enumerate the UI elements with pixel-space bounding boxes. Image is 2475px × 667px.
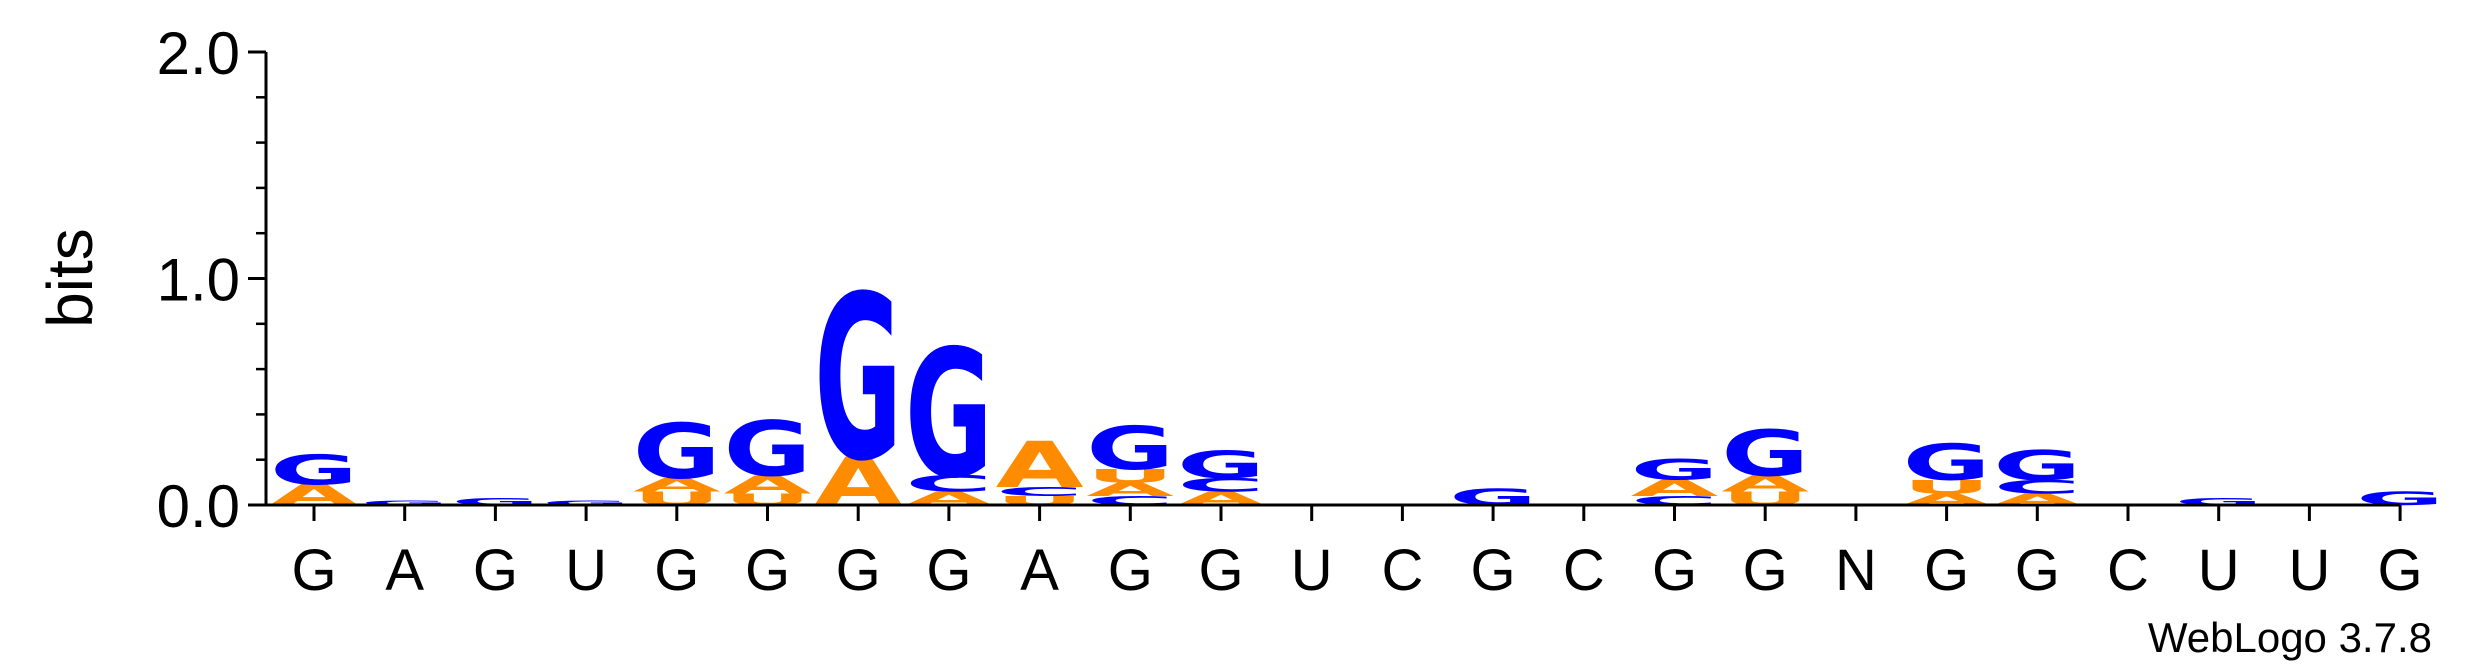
logo-letter-c: C: [1993, 476, 2081, 498]
logo-letter-g: G: [1177, 443, 1265, 487]
logo-letter-a: A: [724, 471, 812, 500]
x-tick-label: A: [385, 538, 424, 603]
x-tick-label: C: [1381, 538, 1423, 603]
logo-letter-g: G: [451, 496, 539, 507]
x-tick-label: U: [2198, 538, 2240, 603]
logo-letter-c: C: [996, 484, 1084, 499]
logo-letter-g: G: [905, 314, 993, 518]
x-tick-label: G: [745, 538, 790, 603]
y-axis: 0.0 1.0 2.0: [157, 20, 268, 540]
logo-letter-g: G: [361, 499, 449, 506]
logo-letter-g: G: [1721, 417, 1809, 491]
logo-letter-u: U: [1903, 476, 1991, 498]
logo-letter-a: A: [1086, 479, 1174, 501]
x-tick-label: G: [291, 538, 336, 603]
x-tick-label: G: [1652, 538, 1697, 603]
x-tick-label: G: [2015, 538, 2060, 603]
x-tick-label: G: [1924, 538, 1969, 603]
logo-letter-u: U: [1086, 465, 1174, 487]
y-tick-label: 1.0: [157, 247, 240, 314]
logo-letter-g: G: [1086, 414, 1174, 484]
x-tick-label: G: [654, 538, 699, 603]
y-tick-label: 0.0: [157, 473, 240, 540]
y-tick-label: 2.0: [157, 20, 240, 87]
logo-letter-c: C: [905, 471, 993, 497]
x-tick-label: A: [1020, 538, 1059, 603]
logo-letter-g: G: [2175, 496, 2263, 507]
x-tick-label: G: [473, 538, 518, 603]
logo-letter-c: C: [1177, 474, 1265, 496]
x-tick-label: C: [1563, 538, 1605, 603]
x-tick-label: G: [1108, 538, 1153, 603]
x-tick-label: C: [2107, 538, 2149, 603]
logo-letter-g: G: [1903, 433, 1991, 492]
logo-letter-g: G: [633, 408, 721, 496]
logo-letter-g: G: [814, 248, 902, 511]
logo-letter-g: G: [270, 447, 358, 494]
x-tick-label: U: [1291, 538, 1333, 603]
x-tick-label: G: [2378, 538, 2423, 603]
logo-letter-a: A: [1721, 471, 1809, 497]
logo-letter-a: A: [996, 429, 1084, 502]
x-tick-label: U: [2288, 538, 2330, 603]
logo-letter-a: A: [633, 474, 721, 496]
x-tick-label: G: [1198, 538, 1243, 603]
logo-letter-g: G: [724, 406, 812, 494]
y-axis-label: bits: [34, 228, 106, 328]
x-tick-label: G: [1743, 538, 1788, 603]
x-tick-label: G: [1471, 538, 1516, 603]
logo-letter-g: G: [542, 499, 630, 506]
x-tick-label: U: [565, 538, 607, 603]
x-tick-label: G: [836, 538, 881, 603]
logo-letter-g: G: [1631, 454, 1719, 487]
weblogo-credit: WebLogo 3.7.8: [2148, 614, 2432, 661]
x-tick-label: G: [926, 538, 971, 603]
logo-letter-g: G: [1993, 443, 2081, 490]
logo-letter-a: A: [1631, 476, 1719, 502]
x-tick-label: N: [1835, 538, 1877, 603]
